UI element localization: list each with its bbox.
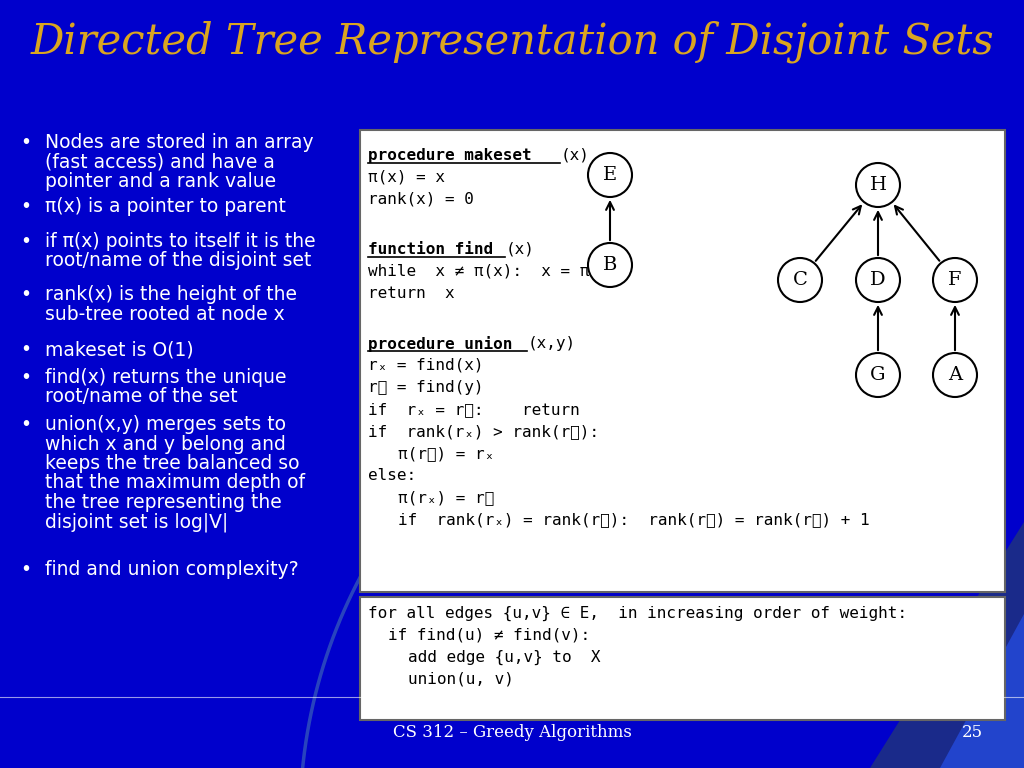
- Text: •: •: [20, 415, 31, 434]
- Text: makeset is O(1): makeset is O(1): [45, 340, 194, 359]
- Circle shape: [856, 353, 900, 397]
- Circle shape: [933, 353, 977, 397]
- Text: root/name of the set: root/name of the set: [45, 388, 238, 406]
- Text: keeps the tree balanced so: keeps the tree balanced so: [45, 454, 299, 473]
- Text: rank(x) is the height of the: rank(x) is the height of the: [45, 285, 297, 304]
- Circle shape: [856, 258, 900, 302]
- Polygon shape: [870, 522, 1024, 768]
- Text: add edge {u,v} to  X: add edge {u,v} to X: [408, 650, 600, 665]
- Text: π(rₓ) = rᵧ: π(rₓ) = rᵧ: [398, 490, 495, 505]
- Text: •: •: [20, 560, 31, 579]
- Text: union(u, v): union(u, v): [408, 672, 514, 687]
- FancyBboxPatch shape: [360, 130, 1005, 592]
- Text: rₓ = find(x): rₓ = find(x): [368, 358, 483, 373]
- Text: if  rₓ = rᵧ:    return: if rₓ = rᵧ: return: [368, 402, 580, 417]
- Text: CS 312 – Greedy Algorithms: CS 312 – Greedy Algorithms: [392, 724, 632, 741]
- Text: rᵧ = find(y): rᵧ = find(y): [368, 380, 483, 395]
- Text: pointer and a rank value: pointer and a rank value: [45, 172, 276, 191]
- Text: π(rᵧ) = rₓ: π(rᵧ) = rₓ: [398, 446, 495, 461]
- Text: •: •: [20, 133, 31, 152]
- Text: if  rank(rₓ) = rank(rᵧ):  rank(rᵧ) = rank(rᵧ) + 1: if rank(rₓ) = rank(rᵧ): rank(rᵧ) = rank(…: [398, 512, 869, 527]
- Text: •: •: [20, 340, 31, 359]
- FancyBboxPatch shape: [360, 597, 1005, 720]
- Text: Directed Tree Representation of Disjoint Sets: Directed Tree Representation of Disjoint…: [30, 21, 994, 63]
- Text: else:: else:: [368, 468, 416, 483]
- Text: A: A: [948, 366, 963, 384]
- Circle shape: [588, 243, 632, 287]
- Text: π(x) is a pointer to parent: π(x) is a pointer to parent: [45, 197, 286, 216]
- Text: find(x) returns the unique: find(x) returns the unique: [45, 368, 287, 387]
- Text: union(x,y) merges sets to: union(x,y) merges sets to: [45, 415, 286, 434]
- Circle shape: [933, 258, 977, 302]
- Text: G: G: [870, 366, 886, 384]
- Text: Nodes are stored in an array: Nodes are stored in an array: [45, 133, 313, 152]
- Text: •: •: [20, 368, 31, 387]
- Text: •: •: [20, 232, 31, 251]
- Text: for all edges {u,v} ∈ E,  in increasing order of weight:: for all edges {u,v} ∈ E, in increasing o…: [368, 606, 907, 621]
- Text: if find(u) ≠ find(v):: if find(u) ≠ find(v):: [388, 628, 590, 643]
- Text: (x,y): (x,y): [528, 336, 577, 351]
- Text: (x): (x): [561, 148, 590, 163]
- Text: sub-tree rooted at node x: sub-tree rooted at node x: [45, 304, 285, 323]
- Text: while  x ≠ π(x):  x = π(x): while x ≠ π(x): x = π(x): [368, 264, 618, 279]
- Text: F: F: [948, 271, 962, 289]
- Text: (x): (x): [506, 242, 535, 257]
- Text: if  rank(rₓ) > rank(rᵧ):: if rank(rₓ) > rank(rᵧ):: [368, 424, 599, 439]
- Text: find and union complexity?: find and union complexity?: [45, 560, 299, 579]
- Text: procedure makeset: procedure makeset: [368, 148, 531, 163]
- Text: H: H: [869, 176, 887, 194]
- Text: function find: function find: [368, 242, 494, 257]
- Text: D: D: [870, 271, 886, 289]
- Text: the tree representing the: the tree representing the: [45, 493, 282, 512]
- Text: rank(x) = 0: rank(x) = 0: [368, 192, 474, 207]
- Text: disjoint set is log|V|: disjoint set is log|V|: [45, 512, 228, 532]
- Text: (fast access) and have a: (fast access) and have a: [45, 153, 274, 171]
- Text: root/name of the disjoint set: root/name of the disjoint set: [45, 251, 311, 270]
- Text: π(x) = x: π(x) = x: [368, 170, 445, 185]
- Text: B: B: [603, 256, 617, 274]
- Text: which x and y belong and: which x and y belong and: [45, 435, 286, 453]
- Text: C: C: [793, 271, 808, 289]
- Text: that the maximum depth of: that the maximum depth of: [45, 474, 305, 492]
- Text: if π(x) points to itself it is the: if π(x) points to itself it is the: [45, 232, 315, 251]
- Text: E: E: [603, 166, 617, 184]
- Text: 25: 25: [963, 724, 983, 741]
- Circle shape: [588, 153, 632, 197]
- Text: •: •: [20, 197, 31, 216]
- Text: return  x: return x: [368, 286, 455, 301]
- Circle shape: [778, 258, 822, 302]
- Polygon shape: [940, 614, 1024, 768]
- Text: procedure union: procedure union: [368, 336, 512, 352]
- Text: •: •: [20, 285, 31, 304]
- Circle shape: [856, 163, 900, 207]
